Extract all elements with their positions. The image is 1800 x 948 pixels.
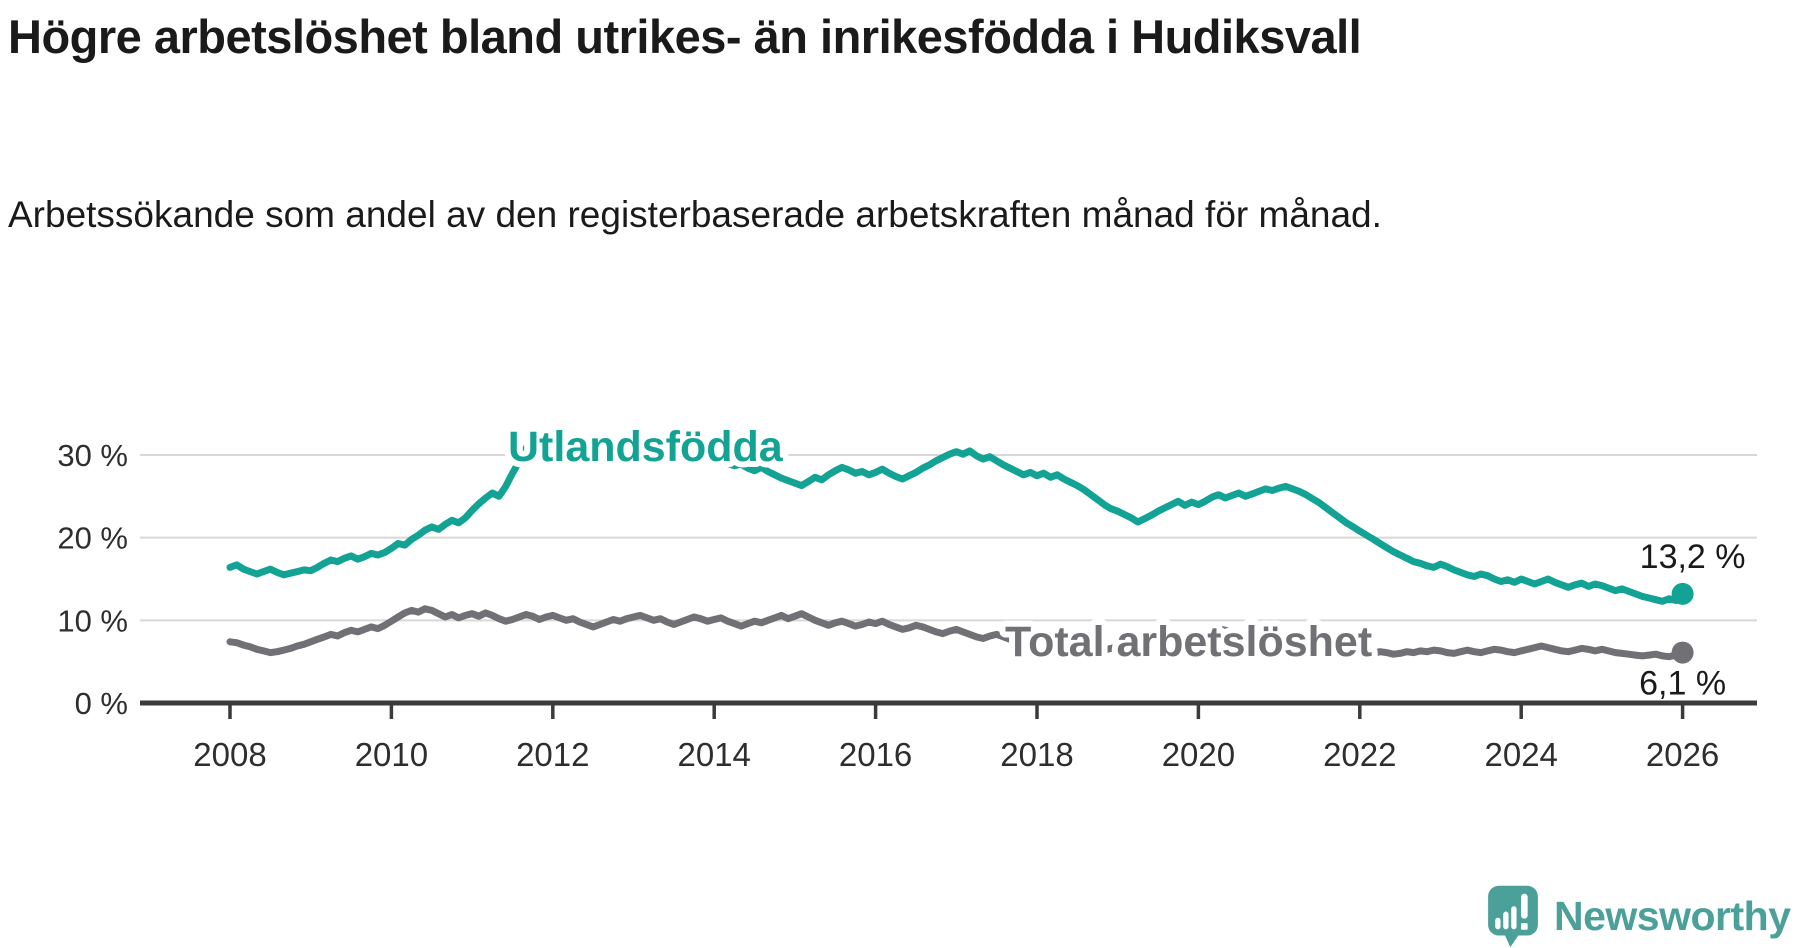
newsworthy-logo-text: Newsworthy	[1554, 892, 1791, 939]
series-line-utlandsfodda	[226, 431, 1687, 605]
newsworthy-speech-bubble-bar-chart-icon	[1488, 885, 1538, 948]
end-dot-utlandsfodda	[1671, 582, 1694, 605]
chart-subtitle: Arbetssökande som andel av den registerb…	[8, 194, 1382, 235]
x-axis-tick-label: 2018	[1000, 736, 1073, 773]
x-axis-tick-label: 2020	[1162, 736, 1235, 773]
x-axis-tick-label: 2010	[355, 736, 428, 773]
chart-title: Högre arbetslöshet bland utrikes- än inr…	[8, 10, 1362, 63]
x-axis-tick-label: 2022	[1323, 736, 1396, 773]
newsworthy-branding: Newsworthy	[1486, 884, 1791, 948]
y-axis-tick-label: 20 %	[57, 521, 128, 556]
x-axis-tick-label: 2008	[193, 736, 266, 773]
series-line-total	[226, 605, 1687, 661]
x-axis-tick-label: 2014	[677, 736, 750, 773]
x-axis-tick-label: 2024	[1484, 736, 1557, 773]
y-axis-tick-label: 0 %	[75, 686, 128, 721]
end-value-label-utlandsfodda: 13,2 %	[1640, 538, 1746, 576]
series-label-total: Total arbetslöshet	[1005, 618, 1372, 666]
series-label-utlandsfodda: Utlandsfödda	[508, 423, 784, 471]
x-axis-tick-label: 2016	[839, 736, 912, 773]
end-value-label-total: 6,1 %	[1639, 665, 1726, 703]
y-axis-tick-label: 10 %	[57, 603, 128, 638]
y-axis-tick-label: 30 %	[57, 438, 128, 473]
x-axis-tick-label: 2026	[1646, 736, 1719, 773]
end-dot-total	[1671, 641, 1694, 664]
x-axis-tick-label: 2012	[516, 736, 589, 773]
